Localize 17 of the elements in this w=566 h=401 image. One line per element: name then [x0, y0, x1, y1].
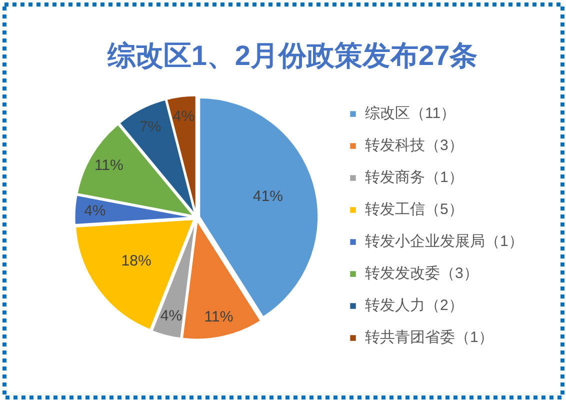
data-label: 4% — [84, 202, 106, 220]
data-label: 7% — [139, 118, 162, 136]
legend-label: 转发小企业发展局（1） — [365, 232, 524, 251]
legend-label: 转发商务（1） — [365, 168, 464, 187]
legend-label: 综改区（11） — [365, 104, 456, 123]
data-label: 4% — [160, 308, 182, 325]
chart-title: 综改区1、2月份政策发布27条 — [106, 40, 478, 71]
data-label: 11% — [204, 308, 234, 326]
legend-label: 转共青团省委（1） — [365, 328, 494, 347]
legend-label: 转发人力（2） — [365, 296, 464, 315]
data-label: 11% — [94, 157, 124, 174]
data-label: 18% — [121, 252, 152, 270]
legend-label: 转发工信（5） — [365, 200, 464, 219]
legend-label: 转发科技（3） — [365, 136, 464, 155]
data-label: 41% — [252, 188, 283, 206]
data-label: 4% — [172, 108, 195, 126]
legend-label: 转发发改委（3） — [365, 264, 478, 283]
